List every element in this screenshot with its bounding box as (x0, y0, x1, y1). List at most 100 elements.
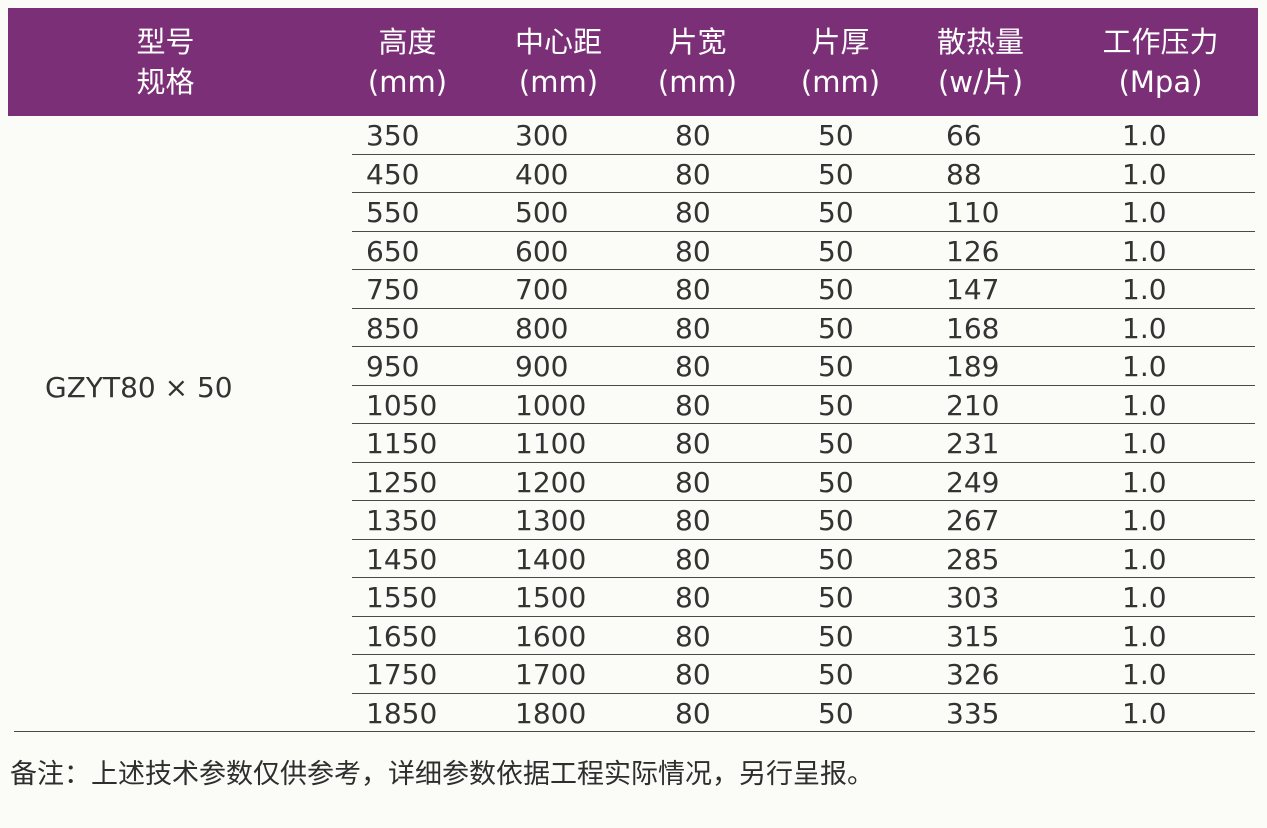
table-row: 350 300 80 50 66 1.0 (0, 116, 1267, 155)
cell-height: 350 (366, 119, 420, 152)
cell-thickness: 50 (818, 465, 854, 499)
cell-width: 80 (675, 581, 711, 614)
cell-working-pressure: 1.0 (1122, 273, 1167, 306)
table-row: 1450 1400 80 50 285 1.0 (0, 540, 1267, 579)
cell-thickness: 50 (818, 581, 854, 614)
cell-heat-output: 231 (946, 427, 1000, 460)
table-row: 450 400 80 50 88 1.0 (0, 155, 1267, 194)
cell-center-distance: 700 (515, 273, 569, 306)
cell-heat-output: 147 (946, 273, 1000, 306)
cell-working-pressure: 1.0 (1122, 619, 1167, 653)
cell-height: 550 (366, 196, 420, 229)
cell-width: 80 (675, 504, 711, 537)
header-thickness-unit: (mm) (800, 65, 881, 99)
cell-center-distance: 1500 (515, 581, 587, 614)
cell-width: 80 (675, 696, 711, 730)
cell-center-distance: 1300 (515, 504, 587, 537)
cell-heat-output: 315 (946, 619, 1000, 653)
table-row: 950 900 80 50 189 1.0 (0, 347, 1267, 386)
cell-working-pressure: 1.0 (1122, 696, 1167, 730)
table-row: 1050 1000 80 50 210 1.0 (0, 386, 1267, 425)
header-spec-label: 规格 (136, 65, 195, 99)
cell-heat-output: 189 (946, 350, 1000, 383)
table-body: 350 300 80 50 66 1.0 450 400 80 50 88 1.0 550 500 80 50… (0, 116, 1267, 732)
cell-width: 80 (675, 234, 711, 268)
cell-working-pressure: 1.0 (1122, 234, 1167, 268)
table-row: 550 500 80 50 110 1.0 (0, 193, 1267, 232)
cell-center-distance: 300 (515, 119, 569, 152)
header-working-pressure: 工作压力 (Mpa) (1078, 8, 1243, 116)
cell-thickness: 50 (818, 504, 854, 537)
cell-center-distance: 800 (515, 311, 569, 345)
cell-height: 450 (366, 157, 420, 191)
table-row: 750 700 80 50 147 1.0 (0, 270, 1267, 309)
table-row: 1650 1600 80 50 315 1.0 (0, 617, 1267, 656)
cell-thickness: 50 (818, 388, 854, 422)
cell-height: 1750 (366, 658, 438, 691)
header-heat-output: 散热量 (w/片) (918, 8, 1043, 116)
cell-height: 650 (366, 234, 420, 268)
cell-width: 80 (675, 388, 711, 422)
cell-center-distance: 1400 (515, 542, 587, 576)
cell-heat-output: 335 (946, 696, 1000, 730)
cell-width: 80 (675, 119, 711, 152)
header-center-distance: 中心距 (mm) (496, 8, 621, 116)
cell-height: 1850 (366, 696, 438, 730)
cell-width: 80 (675, 311, 711, 345)
header-working-pressure-name: 工作压力 (1102, 25, 1219, 59)
cell-heat-output: 267 (946, 504, 1000, 537)
cell-height: 1250 (366, 465, 438, 499)
cell-thickness: 50 (818, 619, 854, 653)
cell-working-pressure: 1.0 (1122, 465, 1167, 499)
header-thickness-name: 片厚 (811, 25, 870, 59)
cell-heat-output: 249 (946, 465, 1000, 499)
cell-center-distance: 600 (515, 234, 569, 268)
cell-width: 80 (675, 157, 711, 191)
cell-center-distance: 900 (515, 350, 569, 383)
table-row: 1350 1300 80 50 267 1.0 (0, 501, 1267, 540)
cell-heat-output: 326 (946, 658, 1000, 691)
cell-working-pressure: 1.0 (1122, 388, 1167, 422)
header-model-label: 型号 (136, 25, 195, 59)
cell-heat-output: 210 (946, 388, 1000, 422)
cell-working-pressure: 1.0 (1122, 196, 1167, 229)
header-center-distance-unit: (mm) (518, 65, 599, 99)
cell-width: 80 (675, 196, 711, 229)
header-heat-output-name: 散热量 (936, 25, 1024, 59)
cell-working-pressure: 1.0 (1122, 350, 1167, 383)
header-working-pressure-unit: (Mpa) (1118, 65, 1203, 99)
header-heat-output-unit: (w/片) (937, 65, 1024, 99)
cell-working-pressure: 1.0 (1122, 504, 1167, 537)
cell-heat-output: 126 (946, 234, 1000, 268)
header-width: 片宽 (mm) (635, 8, 760, 116)
cell-thickness: 50 (818, 427, 854, 460)
cell-thickness: 50 (818, 196, 854, 229)
cell-heat-output: 88 (946, 157, 982, 191)
header-thickness: 片厚 (mm) (778, 8, 903, 116)
table-header: 型号 规格 高度 (mm) 中心距 (mm) 片宽 (mm) 片厚 (mm) 散… (8, 8, 1258, 116)
cell-heat-output: 285 (946, 542, 1000, 576)
cell-thickness: 50 (818, 542, 854, 576)
cell-thickness: 50 (818, 119, 854, 152)
cell-height: 1450 (366, 542, 438, 576)
cell-thickness: 50 (818, 658, 854, 691)
cell-working-pressure: 1.0 (1122, 311, 1167, 345)
cell-width: 80 (675, 350, 711, 383)
header-model-spec: 型号 规格 (103, 8, 228, 116)
cell-center-distance: 1000 (515, 388, 587, 422)
cell-center-distance: 1200 (515, 465, 587, 499)
cell-heat-output: 303 (946, 581, 1000, 614)
cell-width: 80 (675, 542, 711, 576)
cell-heat-output: 66 (946, 119, 982, 152)
cell-working-pressure: 1.0 (1122, 119, 1167, 152)
cell-width: 80 (675, 619, 711, 653)
cell-height: 1650 (366, 619, 438, 653)
cell-height: 1550 (366, 581, 438, 614)
cell-center-distance: 1700 (515, 658, 587, 691)
cell-working-pressure: 1.0 (1122, 157, 1167, 191)
cell-center-distance: 1100 (515, 427, 587, 460)
cell-working-pressure: 1.0 (1122, 542, 1167, 576)
cell-height: 1150 (366, 427, 438, 460)
cell-width: 80 (675, 427, 711, 460)
header-height: 高度 (mm) (345, 8, 470, 116)
